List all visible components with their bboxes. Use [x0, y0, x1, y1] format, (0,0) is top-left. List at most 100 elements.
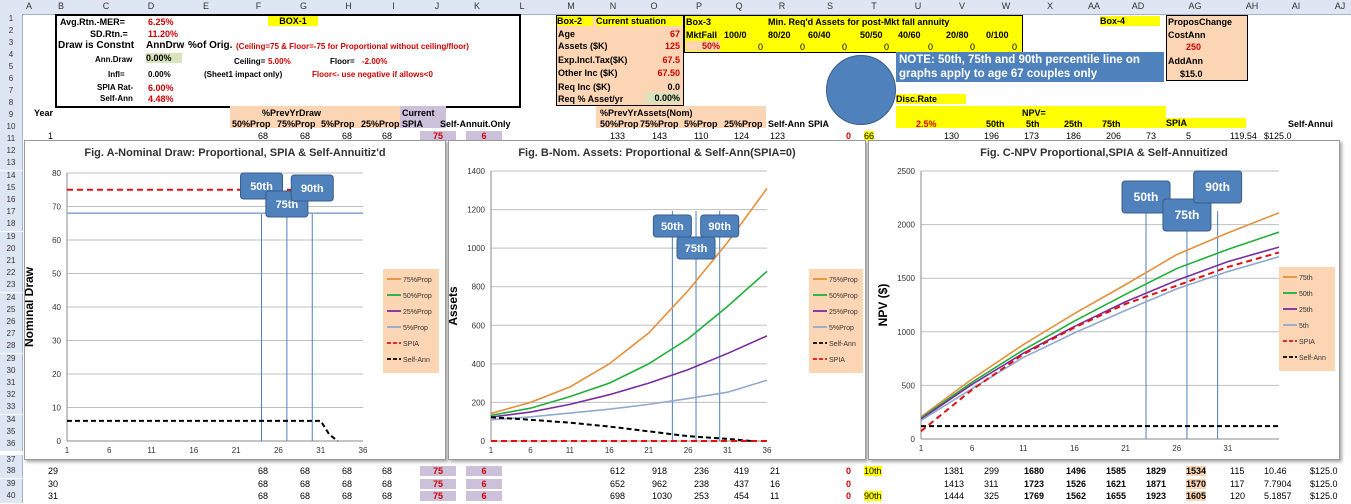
column-header-h[interactable]: H — [345, 1, 352, 11]
table-cell-row39-10[interactable]: 437 — [734, 479, 750, 489]
column-header-a[interactable]: A — [25, 1, 32, 11]
chart-c[interactable]: Fig. C-NPV Proportional,SPIA & Self-Annu… — [868, 140, 1340, 460]
floor-value[interactable]: -2.00% — [362, 57, 388, 66]
table-cell-row38-11[interactable]: 21 — [770, 466, 781, 476]
table-cell-row39-20[interactable]: 1570 — [1186, 479, 1207, 489]
column-header-d[interactable]: D — [147, 1, 155, 11]
table-cell-row38-17[interactable]: 1496 — [1066, 466, 1087, 476]
table-cell-row40-5[interactable]: 75 — [420, 491, 456, 501]
table-cell-row38-23[interactable]: $125.0 — [1310, 466, 1338, 476]
table-cell-row39-23[interactable]: $125.0 — [1310, 479, 1338, 489]
row-header-21[interactable]: 21 — [0, 256, 23, 268]
callout-75th[interactable]: 75th — [1162, 198, 1212, 232]
table-cell-row40-22[interactable]: 5.1857 — [1264, 491, 1292, 501]
table-cell-row40-11[interactable]: 11 — [770, 491, 780, 501]
row-header-13[interactable]: 13 — [0, 158, 23, 171]
column-header-l[interactable]: L — [519, 1, 525, 11]
table-cell-row10-21[interactable]: 119.54 — [1230, 131, 1257, 141]
table-cell-row40-1[interactable]: 68 — [258, 491, 269, 501]
mktfall-pct[interactable]: 50% — [686, 41, 720, 51]
table-cell-row38-15[interactable]: 299 — [984, 466, 1000, 476]
table-cell-row38-8[interactable]: 918 — [652, 466, 668, 476]
table-cell-row39-8[interactable]: 962 — [652, 479, 668, 489]
table-cell-row10-6[interactable]: 6 — [466, 131, 502, 141]
row-header-10[interactable]: 10 — [0, 122, 23, 134]
row-header-26[interactable]: 26 — [0, 317, 23, 329]
table-cell-row10-15[interactable]: 196 — [984, 131, 1000, 141]
row-header-19[interactable]: 19 — [0, 231, 23, 244]
column-header-f[interactable]: F — [255, 1, 262, 11]
table-cell-row40-7[interactable]: 698 — [610, 491, 626, 501]
column-header-i[interactable]: I — [392, 1, 395, 11]
assets-value[interactable]: 125 — [664, 41, 680, 51]
callout-50th[interactable]: 50th — [652, 214, 692, 238]
table-cell-row38-13[interactable]: 10th — [864, 466, 882, 476]
infl-value[interactable]: 0.00% — [148, 70, 171, 79]
table-cell-row39-15[interactable]: 311 — [984, 479, 999, 489]
table-cell-row40-21[interactable]: 120 — [1230, 491, 1246, 501]
callout-50th[interactable]: 50th — [1121, 180, 1171, 214]
table-cell-row38-14[interactable]: 1381 — [944, 466, 965, 476]
column-header-g[interactable]: G — [299, 1, 307, 11]
disc-rate-value[interactable]: 2.5% — [916, 119, 937, 129]
table-cell-row40-19[interactable]: 1923 — [1146, 491, 1167, 501]
table-cell-row38-0[interactable]: 29 — [48, 466, 59, 476]
row-header-5[interactable]: 5 — [0, 62, 23, 74]
table-cell-row10-16[interactable]: 173 — [1024, 131, 1040, 141]
table-cell-row39-5[interactable]: 75 — [420, 479, 456, 489]
table-cell-row10-19[interactable]: 73 — [1146, 131, 1157, 141]
row-header-30[interactable]: 30 — [0, 365, 23, 378]
table-cell-row40-6[interactable]: 6 — [466, 491, 502, 501]
table-cell-row40-0[interactable]: 31 — [48, 491, 59, 501]
row-header-37[interactable]: 37 — [0, 455, 23, 467]
row-header-20[interactable]: 20 — [0, 243, 23, 256]
column-header-m[interactable]: M — [567, 1, 575, 11]
row-header-7[interactable]: 7 — [0, 86, 23, 98]
row-header-16[interactable]: 16 — [0, 195, 23, 207]
column-header-ah[interactable]: AH — [1245, 1, 1259, 11]
table-cell-row10-11[interactable]: 123 — [770, 131, 786, 141]
column-header-j[interactable]: J — [434, 1, 440, 11]
table-cell-row39-14[interactable]: 1413 — [944, 479, 965, 489]
callout-75th[interactable]: 75th — [676, 236, 716, 260]
blue-circle-shape[interactable] — [826, 55, 896, 125]
column-header-x[interactable]: X — [1046, 1, 1053, 11]
table-cell-row40-2[interactable]: 68 — [300, 491, 311, 501]
exp-value[interactable]: 67.5 — [662, 55, 680, 65]
table-cell-row38-22[interactable]: 10.46 — [1264, 466, 1287, 476]
row-header-23[interactable]: 23 — [0, 280, 23, 293]
column-header-ad[interactable]: AD — [1131, 1, 1145, 11]
table-cell-row39-21[interactable]: 117 — [1230, 479, 1245, 489]
row-header-8[interactable]: 8 — [0, 98, 23, 110]
table-cell-row10-4[interactable]: 68 — [382, 131, 393, 141]
callout-90th[interactable]: 90th — [1193, 170, 1243, 204]
row-header-4[interactable]: 4 — [0, 50, 23, 62]
table-cell-row38-9[interactable]: 236 — [694, 466, 710, 476]
row-header-28[interactable]: 28 — [0, 341, 23, 354]
chart-b[interactable]: Fig. B-Nom. Assets: Proportional & Self-… — [448, 140, 866, 460]
row-header-18[interactable]: 18 — [0, 219, 23, 232]
column-header-ag[interactable]: AG — [1188, 1, 1202, 11]
table-cell-row40-10[interactable]: 454 — [734, 491, 750, 501]
table-cell-row10-12[interactable]: 0 — [846, 131, 852, 141]
table-cell-row38-4[interactable]: 68 — [382, 466, 393, 476]
sd-return-value[interactable]: 11.20% — [148, 29, 179, 39]
table-cell-row10-10[interactable]: 124 — [734, 131, 750, 141]
row-header-38[interactable]: 38 — [0, 466, 23, 478]
column-header-b[interactable]: B — [57, 1, 64, 11]
table-cell-row10-5[interactable]: 75 — [420, 131, 456, 141]
table-cell-row39-2[interactable]: 68 — [300, 479, 311, 489]
table-cell-row10-8[interactable]: 143 — [652, 131, 668, 141]
column-header-s[interactable]: S — [826, 1, 833, 11]
table-cell-row39-9[interactable]: 238 — [694, 479, 710, 489]
row-header-1[interactable]: 1 — [0, 14, 23, 26]
table-cell-row10-20[interactable]: 5 — [1186, 131, 1192, 141]
table-cell-row10-14[interactable]: 130 — [944, 131, 960, 141]
table-cell-row40-4[interactable]: 68 — [382, 491, 393, 501]
table-cell-row39-22[interactable]: 7.7904 — [1264, 479, 1292, 489]
table-cell-row40-20[interactable]: 1605 — [1186, 491, 1207, 501]
table-cell-row38-2[interactable]: 68 — [300, 466, 311, 476]
other-inc-value[interactable]: 67.50 — [657, 68, 680, 78]
table-cell-row40-14[interactable]: 1444 — [944, 491, 965, 501]
column-header-r[interactable]: R — [778, 1, 786, 11]
